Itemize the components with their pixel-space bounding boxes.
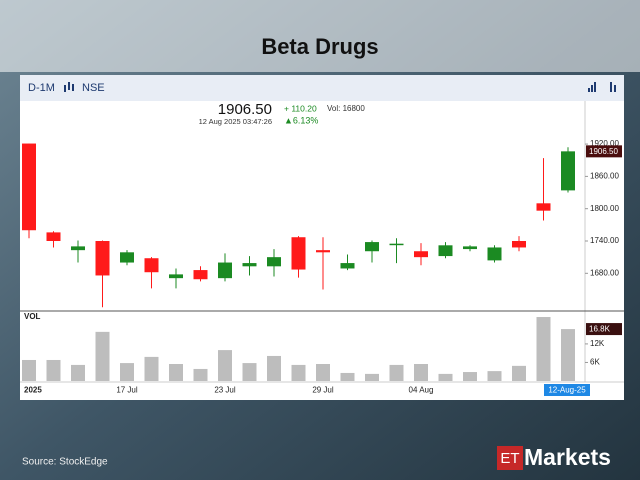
volume-bar [169, 364, 183, 381]
candle-body [22, 143, 36, 231]
volume-bar [95, 331, 110, 381]
volume-bar [340, 372, 355, 381]
toolbar-icons[interactable] [588, 82, 616, 92]
volume-bar [267, 355, 281, 381]
candle-body [120, 252, 134, 263]
candle-body [365, 242, 379, 252]
y-tick-label: 1740.00 [590, 236, 619, 245]
info-volume: Vol: 16800 [327, 104, 365, 113]
candle-body [291, 237, 306, 270]
candle-body [389, 243, 404, 246]
candle-body [536, 203, 551, 211]
volume-tick-label: 6K [590, 358, 600, 367]
info-change-pct: ▲6.13% [284, 115, 318, 125]
y-tick-label: 1680.00 [590, 268, 619, 277]
interval[interactable]: D-1M [28, 82, 55, 94]
info-timestamp: 12 Aug 2025 03:47:26 [199, 117, 272, 126]
candle-body [242, 263, 257, 267]
volume-bar [512, 365, 526, 381]
volume-bar [536, 317, 551, 381]
volume-bar [463, 372, 477, 381]
volume-label: VOL [24, 312, 41, 321]
volume-bar [46, 359, 61, 381]
volume-bar [71, 364, 85, 381]
title-band [0, 0, 640, 72]
candle-body [46, 232, 61, 241]
x-tick-label: 23 Jul [214, 386, 236, 395]
candle-icon[interactable] [64, 82, 74, 92]
x-tick-label: 12-Aug-25 [548, 386, 586, 395]
volume-bar [316, 364, 330, 381]
crosshair-date-tag [544, 384, 590, 396]
volume-bar [120, 363, 134, 381]
volume-bar [22, 359, 36, 381]
volume-bar [414, 364, 428, 381]
candle-body [95, 241, 110, 276]
volume-bar [144, 356, 159, 381]
last-price-label: 1906.50 [589, 147, 618, 156]
candle-body [144, 258, 159, 273]
candle-body [512, 241, 526, 248]
last-volume-tag [586, 323, 622, 336]
info-change: + 110.20 [284, 103, 317, 113]
candle-body [561, 151, 575, 191]
candle-body [487, 247, 502, 261]
candle-body [169, 274, 183, 279]
y-tick-label: 1800.00 [590, 204, 619, 213]
last-volume-label: 16.8K [589, 325, 611, 334]
logo-prefix: ET [500, 450, 519, 467]
volume-bar [242, 363, 257, 381]
volume-bar [438, 373, 453, 381]
x-tick-label: 29 Jul [312, 386, 334, 395]
candle-body [316, 250, 330, 253]
volume-bar [389, 364, 404, 381]
x-tick-label: 2025 [24, 386, 42, 395]
y-tick-label: 1920.00 [590, 139, 619, 148]
candle-body [340, 263, 355, 269]
y-tick-label: 1860.00 [590, 171, 619, 180]
volume-bar [291, 364, 306, 381]
x-tick-label: 17 Jul [116, 386, 138, 395]
logo-name: Markets [524, 444, 611, 470]
chart-panel [20, 75, 624, 400]
candle-body [438, 245, 453, 257]
volume-tick-label: 12K [590, 339, 605, 348]
toolbar [20, 75, 624, 101]
logo-box [497, 446, 523, 470]
volume-bar [365, 373, 379, 381]
volume-bar [193, 368, 208, 381]
chart-title: Beta Drugs [261, 34, 378, 59]
volume-bar [561, 329, 575, 381]
exchange[interactable]: NSE [82, 82, 105, 94]
candle-body [193, 270, 208, 280]
info-price: 1906.50 [218, 101, 272, 118]
last-price-tag [586, 145, 622, 158]
candle-body [71, 246, 85, 251]
source: Source: StockEdge [22, 457, 108, 468]
candle-body [414, 251, 428, 258]
x-tick-label: 04 Aug [409, 386, 434, 395]
candle-body [267, 257, 281, 267]
candle-body [463, 246, 477, 250]
volume-bar [218, 350, 232, 381]
candle-body [218, 262, 232, 279]
volume-bar [487, 371, 502, 381]
